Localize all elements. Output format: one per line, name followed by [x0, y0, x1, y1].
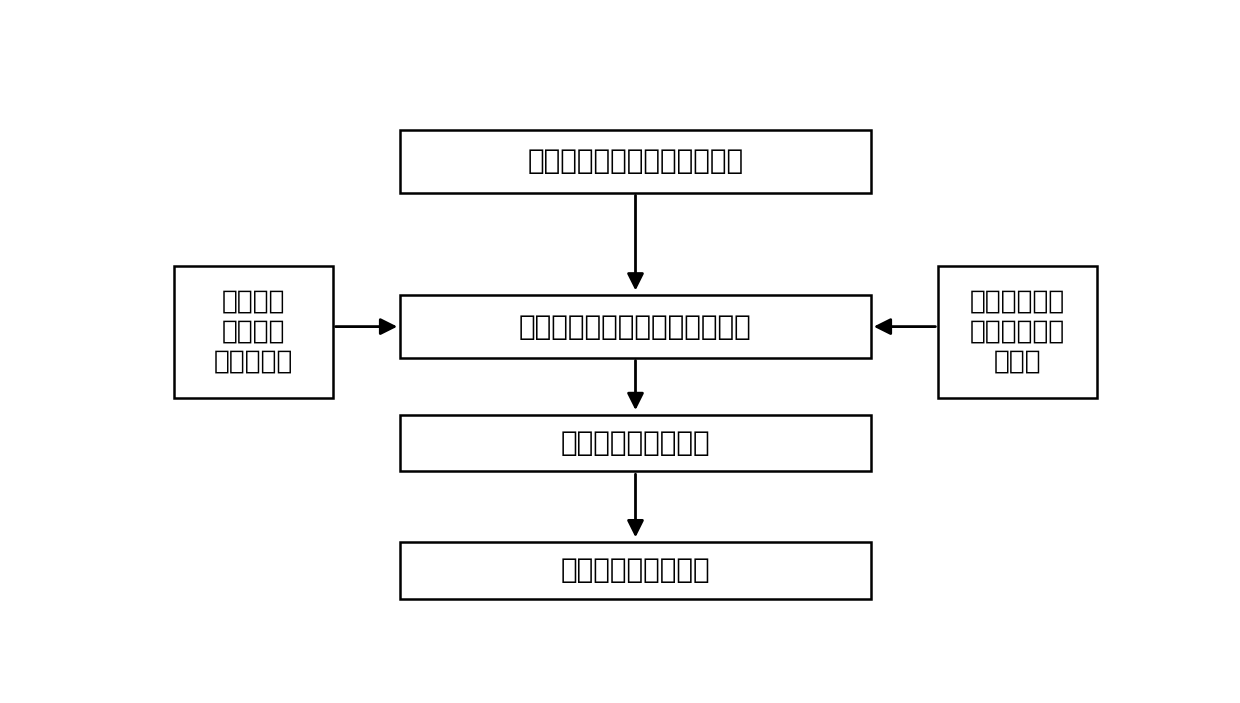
Text: 食管癌的三维重建。: 食管癌的三维重建。: [560, 429, 711, 457]
Bar: [401, 542, 870, 599]
Text: 利用学习
样本进行
模型训练。: 利用学习 样本进行 模型训练。: [213, 289, 293, 375]
Bar: [401, 295, 870, 358]
Bar: [939, 266, 1096, 399]
Text: 全卷积神经网络语义分割模型。: 全卷积神经网络语义分割模型。: [520, 313, 751, 340]
Text: 食管癌特征获取与特征描述。: 食管癌特征获取与特征描述。: [527, 148, 744, 176]
Bar: [401, 415, 870, 472]
Text: 利用测试样本
进行模型性能
分析。: 利用测试样本 进行模型性能 分析。: [970, 289, 1065, 375]
Bar: [174, 266, 332, 399]
Bar: [401, 130, 870, 193]
Text: 食管癌可视化显示。: 食管癌可视化显示。: [560, 556, 711, 584]
